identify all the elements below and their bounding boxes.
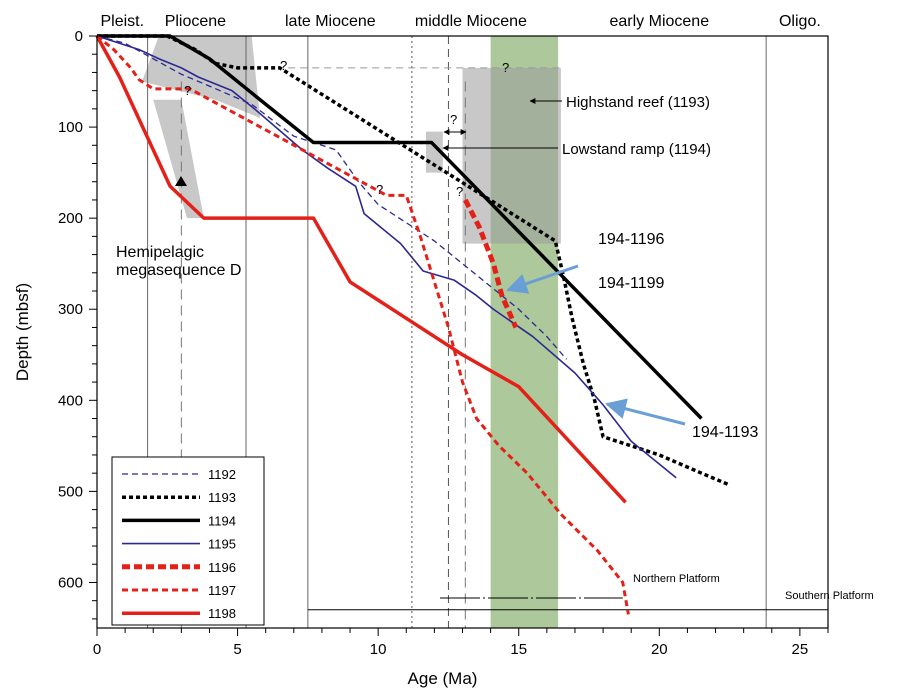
legend-label: 1195 bbox=[208, 537, 236, 552]
callout-1199-label: 194-1199 bbox=[598, 275, 665, 292]
epoch-label: early Miocene bbox=[610, 13, 710, 30]
y-tick-label: 200 bbox=[58, 210, 83, 227]
y-tick-label: 500 bbox=[58, 483, 83, 500]
y-axis-title: Depth (mbsf) bbox=[13, 283, 32, 381]
series-1198-line bbox=[95, 35, 627, 504]
axes: 0 5 10 15 20 25 0 100 200 300 400 500 600 Age (Ma) Dep… bbox=[13, 28, 829, 688]
series-1192-line bbox=[96, 35, 568, 360]
hemipelagic-label-1: Hemipelagic bbox=[116, 244, 204, 261]
question-mark: ? bbox=[450, 112, 457, 127]
epoch-labels: Pleist. Pliocene late Miocene middle Miocen… bbox=[101, 13, 821, 30]
x-tick-label: 5 bbox=[233, 641, 241, 658]
legend-label: 1192 bbox=[208, 467, 236, 482]
y-tick-label: 100 bbox=[58, 119, 83, 136]
legend-label: 1196 bbox=[208, 560, 236, 575]
callout-arrow-1193 bbox=[604, 398, 686, 426]
hemipelagic-label-2: megasequence D bbox=[116, 262, 241, 279]
lowstand-label: Lowstand ramp (1194) bbox=[562, 141, 711, 158]
gray-region bbox=[462, 67, 561, 244]
triangle-marker bbox=[175, 176, 187, 186]
series-1196-line bbox=[463, 198, 519, 329]
series-1197-line bbox=[96, 34, 630, 615]
callout-arrow-1196 bbox=[506, 264, 579, 294]
x-tick-label: 15 bbox=[510, 641, 527, 658]
epoch-label: Pleist. bbox=[101, 13, 145, 30]
question-mark: ? bbox=[184, 83, 191, 98]
callout-1193-label: 194-1193 bbox=[692, 424, 759, 441]
gray-region bbox=[153, 99, 204, 219]
southern-platform-label: Southern Platform bbox=[785, 590, 874, 602]
highstand-label: Highstand reef (1193) bbox=[566, 94, 710, 111]
x-tick-label: 25 bbox=[792, 641, 809, 658]
legend-label: 1194 bbox=[208, 513, 236, 528]
northern-platform-label: Northern Platform bbox=[633, 573, 720, 585]
series-1195-line bbox=[96, 35, 677, 479]
y-tick-label: 400 bbox=[58, 392, 83, 409]
legend-label: 1197 bbox=[208, 583, 236, 598]
y-tick-label: 600 bbox=[58, 574, 83, 591]
question-mark: ? bbox=[280, 58, 287, 73]
legend-label: 1198 bbox=[208, 606, 236, 621]
callout-1196-label: 194-1196 bbox=[598, 231, 665, 248]
question-mark: ? bbox=[502, 60, 509, 75]
y-tick-label: 0 bbox=[75, 28, 83, 45]
x-tick-label: 20 bbox=[651, 641, 668, 658]
epoch-label: Oligo. bbox=[779, 13, 821, 30]
background-layer bbox=[141, 36, 561, 628]
x-tick-label: 10 bbox=[370, 641, 387, 658]
gray-region bbox=[141, 36, 261, 118]
x-tick-label: 0 bbox=[93, 641, 101, 658]
epoch-label: late Miocene bbox=[285, 13, 376, 30]
question-mark: ? bbox=[456, 184, 463, 199]
x-axis-title: Age (Ma) bbox=[408, 669, 478, 688]
y-tick-label: 300 bbox=[58, 301, 83, 318]
epoch-label: middle Miocene bbox=[415, 13, 527, 30]
legend: 1192 1193 1194 1195 1196 1197 1198 bbox=[111, 456, 265, 626]
legend-box bbox=[111, 456, 265, 626]
legend-label: 1193 bbox=[208, 490, 236, 505]
series-lines bbox=[95, 34, 731, 615]
question-mark: ? bbox=[376, 182, 383, 197]
epoch-label: Pliocene bbox=[165, 13, 226, 30]
